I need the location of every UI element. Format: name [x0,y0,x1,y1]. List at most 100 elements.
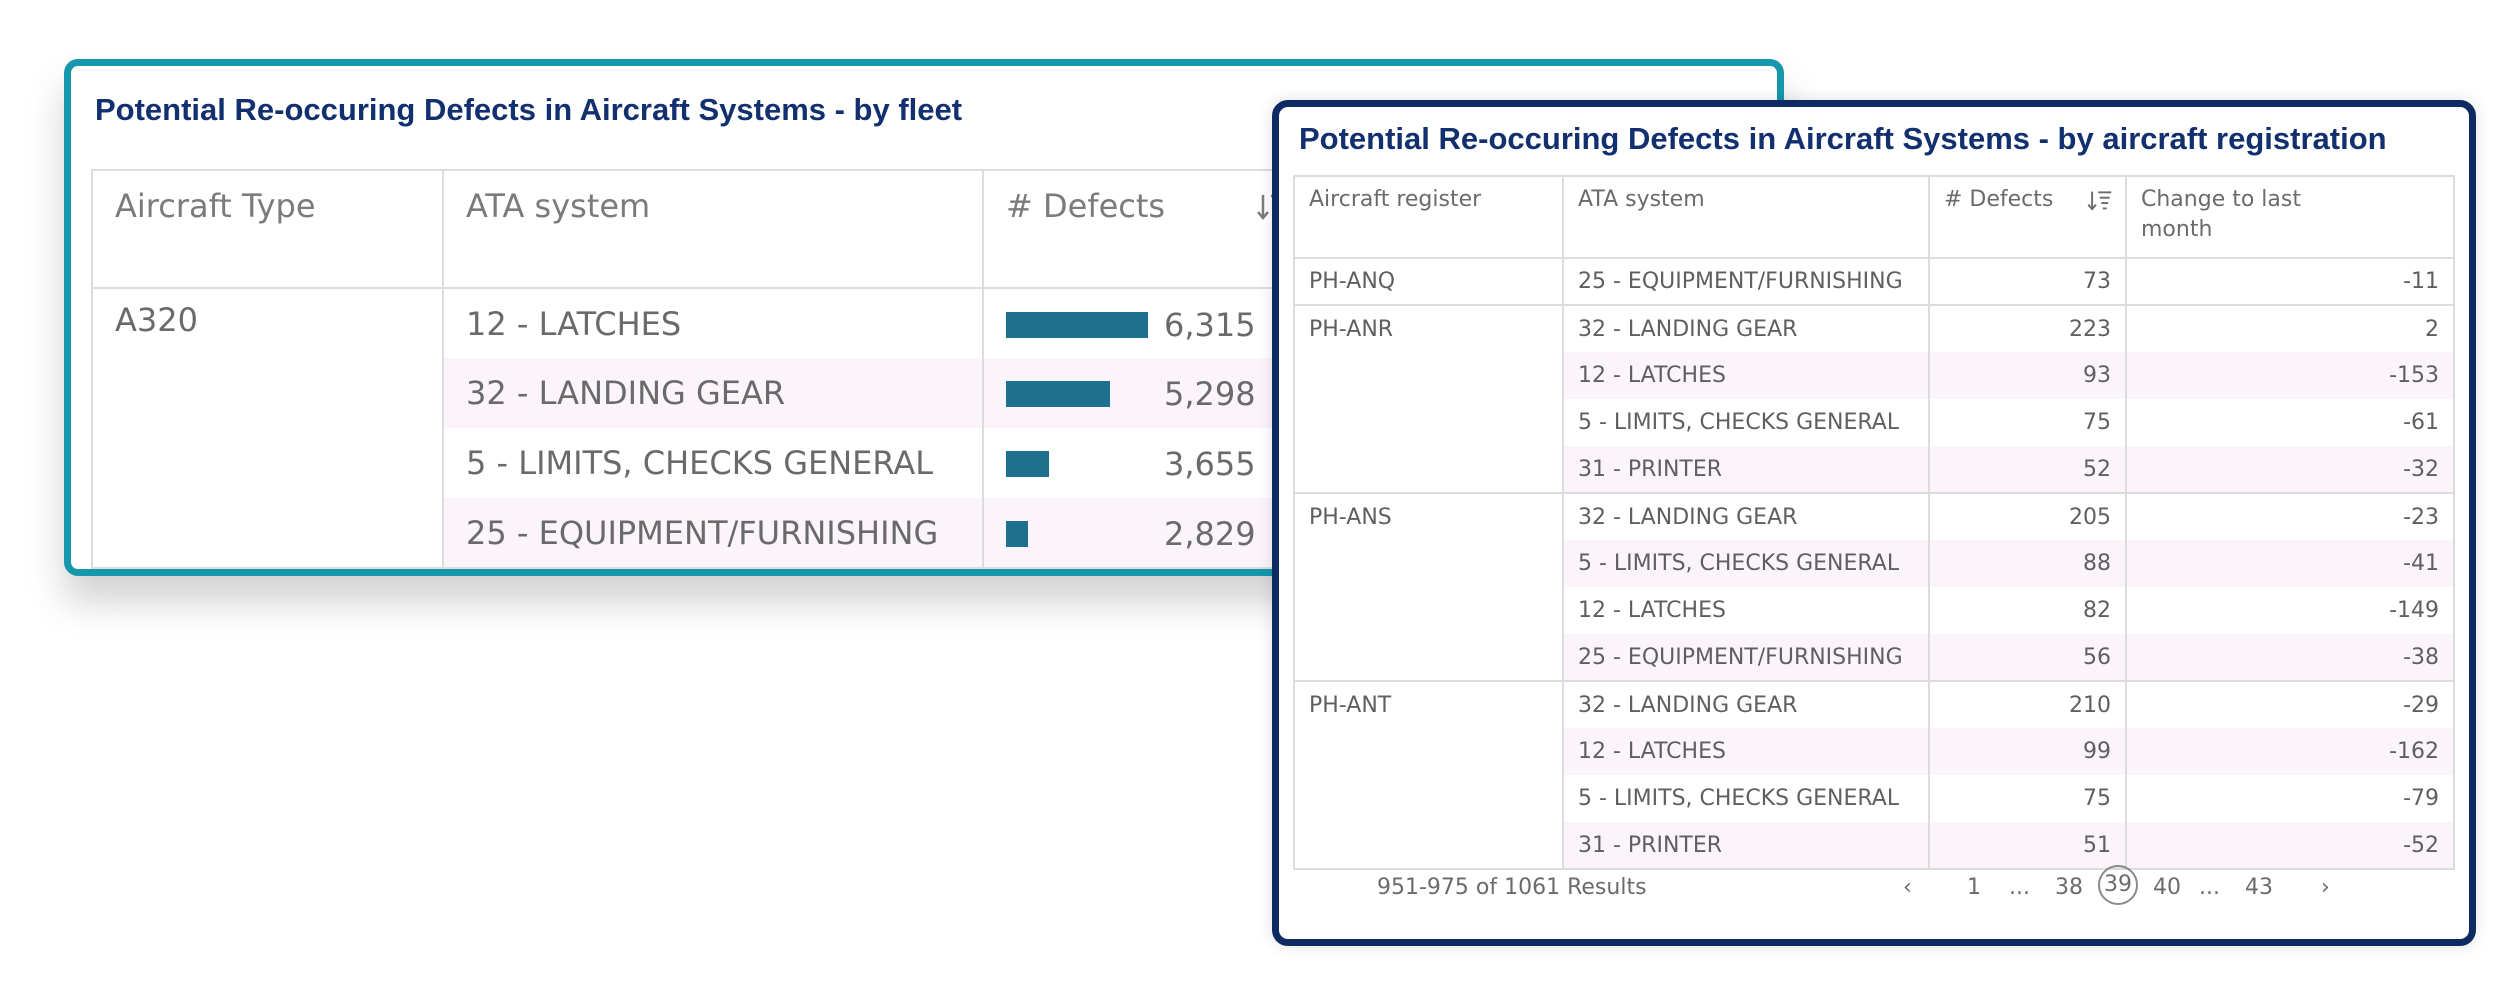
defects-value: 2,829 [1164,514,1256,553]
table-row: 31 - PRINTER 51 -52 [1293,822,2455,870]
defects-bar-track [1006,381,1148,407]
aircraft-type-cell: A320 [91,287,444,569]
ata-system-cell: 31 - PRINTER [1562,446,1930,493]
page-40-button[interactable]: 40 [2153,875,2181,900]
table-row: PH-ANT 32 - LANDING GEAR 210 -29 [1293,680,2455,728]
change-cell: -38 [2125,634,2455,681]
defects-cell: 2,829 [983,498,1313,569]
table-row: PH-ANR 32 - LANDING GEAR 223 2 [1293,304,2455,352]
ata-system-cell: 5 - LIMITS, CHECKS GENERAL [1562,399,1930,446]
ata-system-cell: 32 - LANDING GEAR [442,358,984,428]
defects-bar [1006,381,1110,407]
defects-cell: 210 [1928,680,2127,728]
table-row: PH-ANS 32 - LANDING GEAR 205 -23 [1293,492,2455,540]
pagination-ellipsis: ... [2009,875,2030,900]
column-header-aircraft-register[interactable]: Aircraft register [1293,175,1564,259]
sort-descending-icon[interactable] [2085,187,2113,213]
change-cell: -149 [2125,587,2455,634]
column-header-change-line1: Change to last [2141,187,2301,212]
table-row: 12 - LATCHES 82 -149 [1293,587,2455,634]
table-row: 32 - LANDING GEAR 5,298 [92,358,1313,428]
ata-system-cell: 12 - LATCHES [1562,728,1930,775]
defects-cell: 82 [1928,587,2127,634]
page-43-button[interactable]: 43 [2245,875,2273,900]
table-row: 5 - LIMITS, CHECKS GENERAL 75 -61 [1293,399,2455,446]
change-cell: -23 [2125,492,2455,540]
defects-cell: 99 [1928,728,2127,775]
ata-system-cell: 32 - LANDING GEAR [1562,492,1930,540]
fleet-panel-title: Potential Re-occuring Defects in Aircraf… [95,92,963,127]
defects-bar-track [1006,520,1148,547]
defects-cell: 205 [1928,492,2127,540]
column-header-defects-label: # Defects [1944,187,2054,212]
ata-system-cell: 12 - LATCHES [1562,587,1930,634]
page-38-button[interactable]: 38 [2055,875,2083,900]
defects-bar [1006,311,1148,338]
ata-system-cell: 32 - LANDING GEAR [1562,680,1930,728]
current-page-39[interactable]: 39 [2098,865,2138,905]
aircraft-register-cell [1293,446,1564,493]
change-cell: -41 [2125,540,2455,587]
column-header-defects-label: # Defects [1006,187,1166,225]
column-header-defects[interactable]: # Defects [1928,175,2127,259]
change-cell: -61 [2125,399,2455,446]
defects-cell: 73 [1928,257,2127,305]
aircraft-register-cell: PH-ANS [1293,492,1564,540]
previous-page-icon[interactable]: ‹ [1903,875,1912,900]
defects-bar-track [1006,311,1148,338]
pagination: 951-975 of 1061 Results ‹ 1 ... 38 39 40… [1293,863,2453,909]
registration-panel-title: Potential Re-occuring Defects in Aircraf… [1299,121,2387,156]
change-cell: -32 [2125,446,2455,493]
aircraft-register-cell [1293,775,1564,822]
defects-cell: 88 [1928,540,2127,587]
next-page-icon[interactable]: › [2321,875,2330,900]
column-header-change-line2: month [2141,217,2213,242]
ata-system-cell: 5 - LIMITS, CHECKS GENERAL [442,428,984,498]
defects-value: 3,655 [1164,445,1256,483]
ata-system-cell: 25 - EQUIPMENT/FURNISHING [1562,257,1930,305]
column-header-aircraft-type[interactable]: Aircraft Type [91,169,444,289]
fleet-table-header: Aircraft Type ATA system # Defects [91,169,1314,289]
column-header-ata-system[interactable]: ATA system [1562,175,1930,259]
page-1-button[interactable]: 1 [1967,875,1981,900]
column-header-change-to-last-month[interactable]: Change to last month [2125,175,2455,259]
table-row: 31 - PRINTER 52 -32 [1293,446,2455,493]
aircraft-register-cell: PH-ANT [1293,680,1564,728]
table-row: 5 - LIMITS, CHECKS GENERAL 88 -41 [1293,540,2455,587]
ata-system-cell: 12 - LATCHES [442,288,984,358]
ata-system-cell: 5 - LIMITS, CHECKS GENERAL [1562,775,1930,822]
defects-cell: 75 [1928,399,2127,446]
column-header-ata-system[interactable]: ATA system [442,169,984,289]
pagination-ellipsis: ... [2199,875,2220,900]
table-row: 5 - LIMITS, CHECKS GENERAL 3,655 [92,428,1313,498]
change-cell: -153 [2125,352,2455,399]
defects-cell: 3,655 [983,428,1313,498]
change-cell: -79 [2125,775,2455,822]
change-cell: 2 [2125,304,2455,352]
defects-cell: 51 [1928,822,2127,870]
defects-cell: 93 [1928,352,2127,399]
table-row: 25 - EQUIPMENT/FURNISHING 2,829 [92,498,1313,569]
ata-system-cell: 25 - EQUIPMENT/FURNISHING [1562,634,1930,681]
table-row: PH-ANQ 25 - EQUIPMENT/FURNISHING 73 -11 [1293,257,2455,305]
registration-panel: Potential Re-occuring Defects in Aircraf… [1272,100,2476,946]
defects-bar [1006,451,1049,477]
aircraft-register-cell [1293,399,1564,446]
aircraft-register-cell: PH-ANQ [1293,257,1564,305]
defects-bar [1006,520,1028,547]
ata-system-cell: 31 - PRINTER [1562,822,1930,870]
defects-cell: 75 [1928,775,2127,822]
registration-table: Aircraft register ATA system # Defects [1293,175,2455,870]
aircraft-register-cell [1293,728,1564,775]
defects-value: 5,298 [1164,375,1256,413]
column-header-defects[interactable]: # Defects [982,169,1314,289]
defects-cell: 52 [1928,446,2127,493]
table-row: 5 - LIMITS, CHECKS GENERAL 75 -79 [1293,775,2455,822]
ata-system-cell: 25 - EQUIPMENT/FURNISHING [442,498,984,569]
aircraft-register-cell [1293,587,1564,634]
ata-system-cell: 5 - LIMITS, CHECKS GENERAL [1562,540,1930,587]
table-row: 25 - EQUIPMENT/FURNISHING 56 -38 [1293,634,2455,681]
aircraft-register-cell [1293,540,1564,587]
defects-cell: 56 [1928,634,2127,681]
registration-table-header: Aircraft register ATA system # Defects [1293,175,2455,259]
